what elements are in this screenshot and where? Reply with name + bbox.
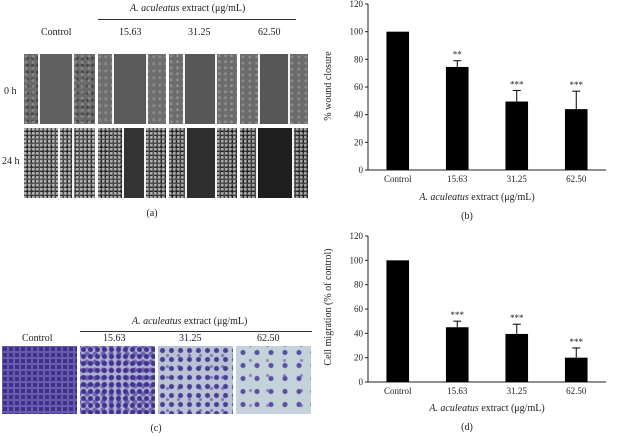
significance-label: *** — [570, 337, 584, 347]
micrograph-31-25-0h — [169, 54, 237, 124]
transwell-62-50 — [236, 346, 311, 414]
bar-2 — [445, 327, 469, 382]
panel-c-caption: (c) — [150, 423, 162, 434]
bar-3 — [505, 101, 529, 170]
x-tick-label: 15.63 — [447, 386, 468, 396]
transwell-15-63 — [80, 346, 155, 414]
chart-d-ylabel: Cell migration (% of control) — [323, 248, 334, 365]
panel-a-col-control: Control — [41, 27, 72, 38]
chart-d: Cell migration (% of control) 0 20 40 60 80 1… — [323, 231, 606, 433]
y-tick-label: 60 — [354, 82, 364, 92]
bar-1 — [386, 260, 410, 382]
y-tick-label: 0 — [359, 377, 364, 387]
bar-2 — [445, 66, 469, 170]
transwell-control — [2, 346, 77, 414]
y-tick-label: 100 — [350, 27, 364, 37]
micrograph-control-0h — [24, 54, 95, 124]
panel-a-caption: (a) — [146, 208, 158, 219]
chart-d-xlabel: A. aculeatus extract (μg/mL) — [428, 403, 544, 414]
y-tick-label: 120 — [350, 0, 364, 9]
chart-b-ylabel: % wound closure — [323, 51, 334, 121]
bar-1 — [386, 31, 410, 170]
significance-label: ** — [453, 50, 463, 60]
chart-b: % wound closure 0 20 40 60 80 100 120 Control *… — [323, 0, 606, 222]
micrograph-62-50-0h — [240, 54, 308, 124]
bar-4 — [564, 109, 588, 170]
significance-label: *** — [510, 313, 524, 323]
y-tick-label: 20 — [354, 137, 364, 147]
panel-c-col-62-50: 62.50 — [257, 333, 280, 344]
x-tick-label: 31.25 — [507, 174, 528, 184]
panel-c-group-bracket — [80, 331, 312, 332]
x-tick-label: 62.50 — [566, 174, 587, 184]
y-tick-label: 60 — [354, 304, 364, 314]
panel-a-col-31-25: 31.25 — [188, 27, 211, 38]
y-tick-label: 0 — [359, 165, 364, 175]
panel-a-row-0h: 0 h — [4, 86, 17, 97]
transwell-31-25 — [158, 346, 233, 414]
significance-label: *** — [510, 79, 524, 89]
significance-label: *** — [451, 310, 465, 320]
x-tick-label: 31.25 — [507, 386, 528, 396]
panel-a-row-24h: 24 h — [2, 156, 20, 167]
panel-c-col-control: Control — [22, 333, 53, 344]
y-tick-label: 40 — [354, 110, 364, 120]
chart-b-xlabel: A. aculeatus extract (μg/mL) — [418, 192, 534, 203]
chart-b-marks: Control ** 15.63 *** 31.25 *** 62.50 — [384, 31, 588, 184]
bar-3 — [505, 333, 529, 382]
y-tick-label: 100 — [350, 255, 364, 265]
chart-d-marks: Control *** 15.63 *** 31.25 *** 62.50 — [384, 260, 588, 396]
x-tick-label: Control — [384, 386, 412, 396]
micrograph-15-63-24h — [98, 128, 166, 198]
panel-c-group-label: A. aculeatus extract (μg/mL) — [132, 316, 248, 327]
panel-a-col-15-63: 15.63 — [119, 27, 142, 38]
micrograph-control-24h — [24, 128, 95, 198]
significance-label: *** — [570, 80, 584, 90]
panel-c-col-15-63: 15.63 — [103, 333, 126, 344]
y-tick-label: 20 — [354, 353, 364, 363]
micrograph-31-25-24h — [169, 128, 237, 198]
panel-a-group-label: A. aculeatus extract (μg/mL) — [130, 3, 246, 14]
y-tick-label: 40 — [354, 328, 364, 338]
y-tick-label: 80 — [354, 280, 364, 290]
chart-d-caption: (d) — [461, 422, 473, 433]
bar-4 — [564, 357, 588, 382]
x-tick-label: Control — [384, 174, 412, 184]
x-tick-label: 15.63 — [447, 174, 468, 184]
panel-c-col-31-25: 31.25 — [179, 333, 202, 344]
x-tick-label: 62.50 — [566, 386, 587, 396]
panel-a-group-bracket — [98, 19, 296, 20]
y-tick-label: 80 — [354, 54, 364, 64]
micrograph-15-63-0h — [98, 54, 166, 124]
y-tick-label: 120 — [350, 231, 364, 241]
micrograph-62-50-24h — [240, 128, 308, 198]
chart-b-caption: (b) — [461, 211, 473, 222]
panel-a-col-62-50: 62.50 — [258, 27, 281, 38]
